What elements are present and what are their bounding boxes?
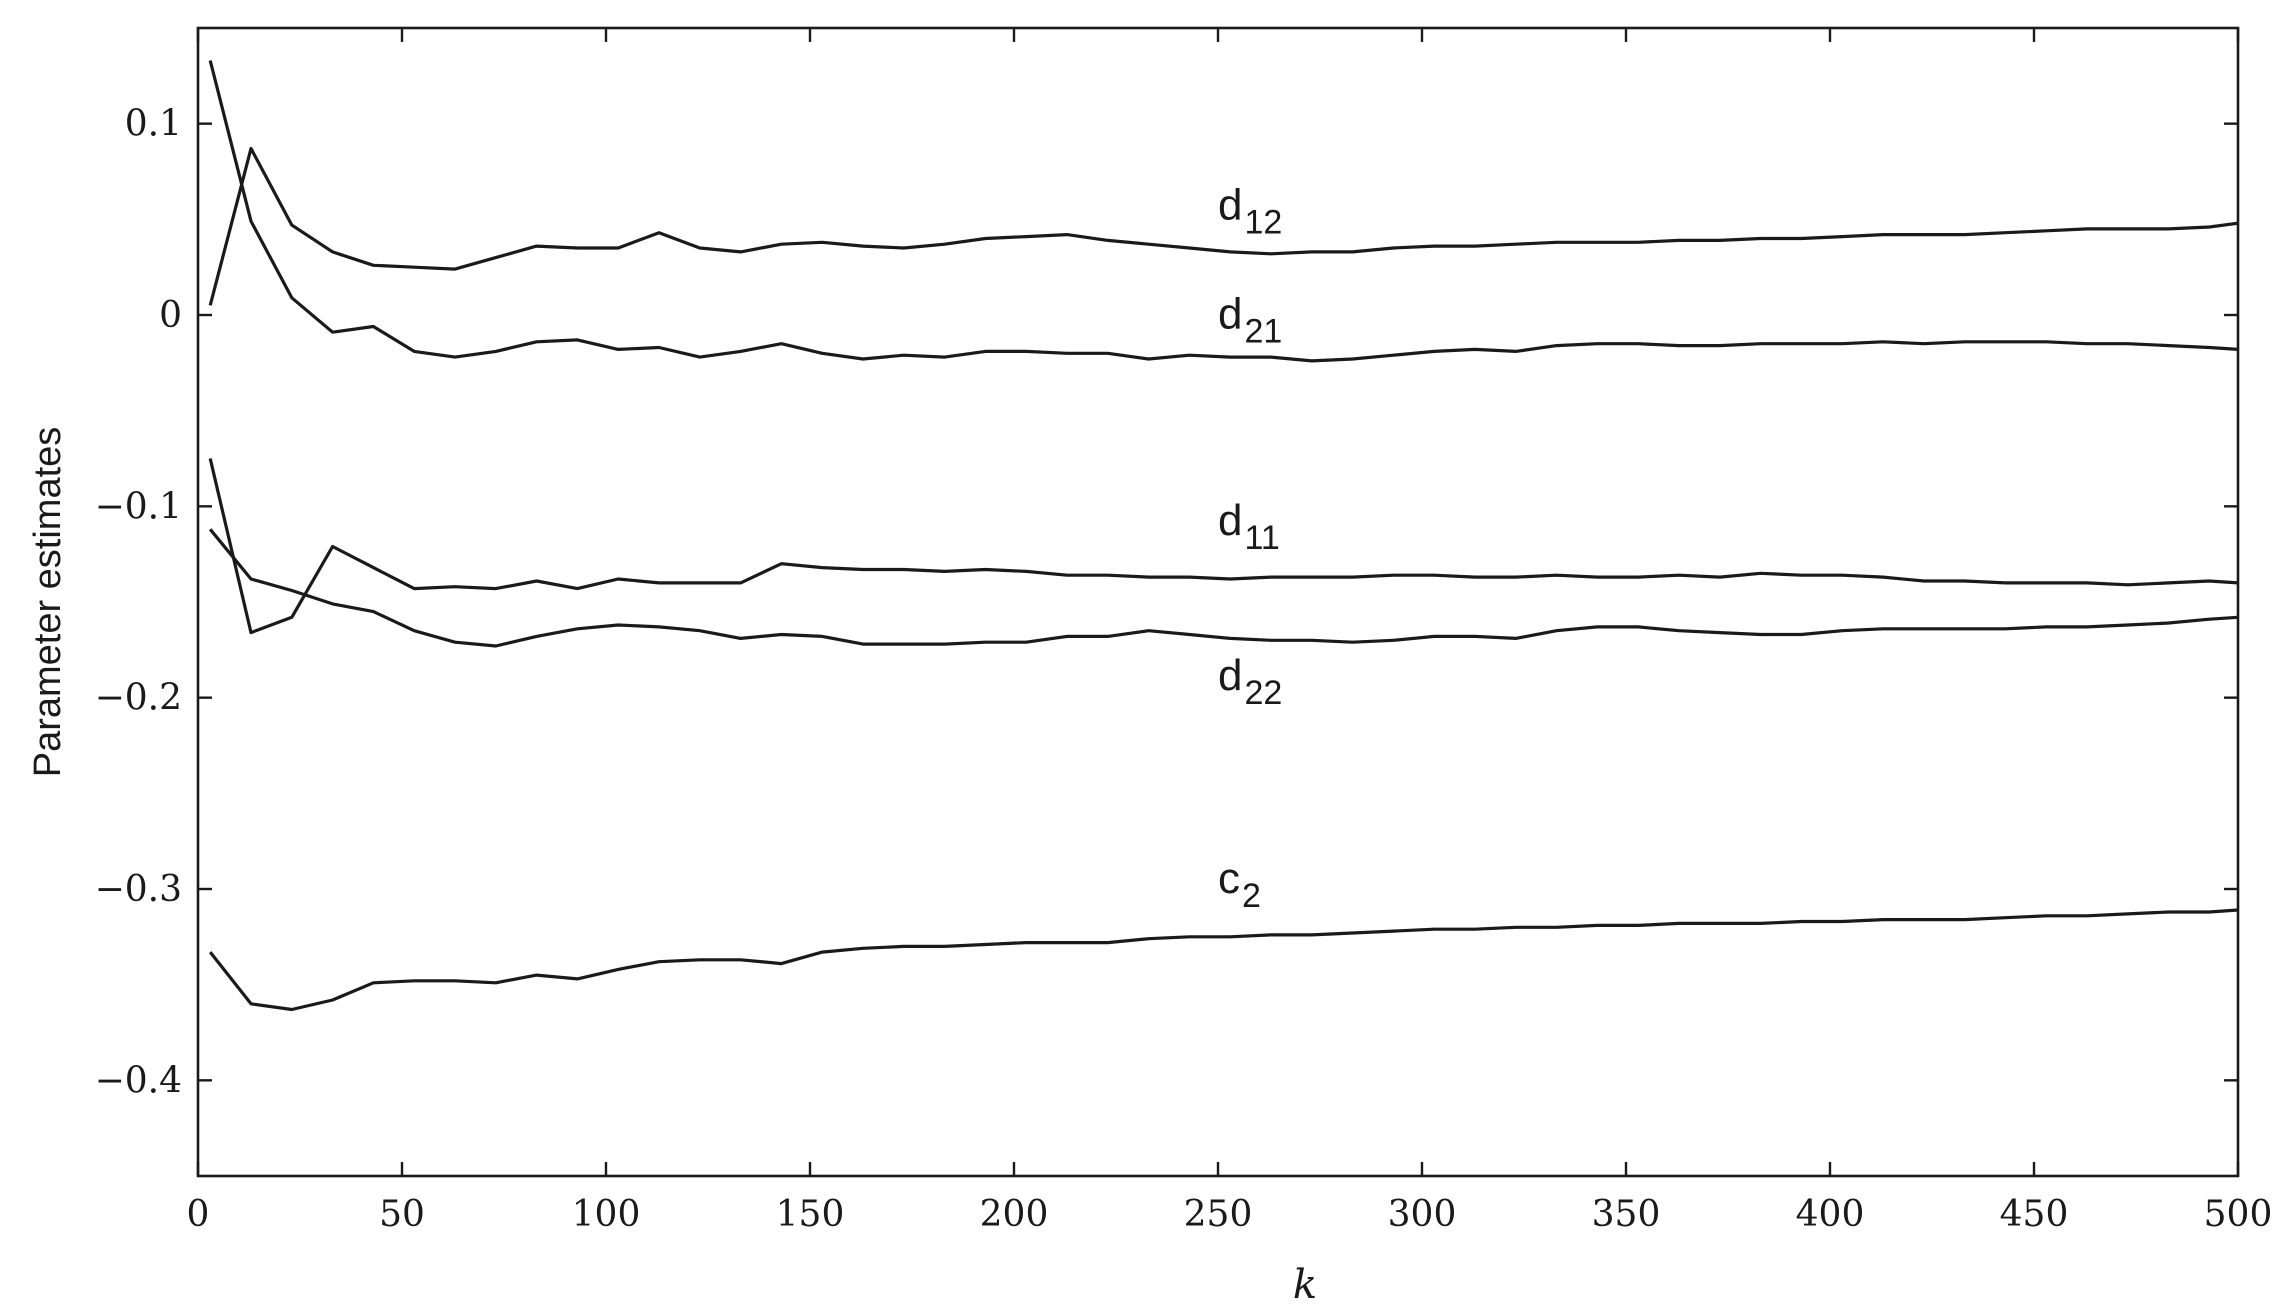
x-tick-label: 0 <box>187 1194 210 1235</box>
x-tick-label: 400 <box>1796 1194 1865 1235</box>
y-tick-label: −0.2 <box>95 678 182 719</box>
y-tick-label: −0.4 <box>95 1060 182 1101</box>
y-axis-label: Parameter estimates <box>27 427 69 778</box>
x-tick-label: 100 <box>572 1194 641 1235</box>
series-label-d12: d12 <box>1218 180 1282 241</box>
plot-area <box>208 60 2239 1012</box>
axes-frame <box>196 26 2240 1178</box>
x-tick-label: 500 <box>2204 1194 2273 1235</box>
x-axis-label: k <box>1293 1262 1317 1308</box>
y-tick-label: 0 <box>159 295 182 336</box>
y-tick-label: −0.3 <box>95 869 182 910</box>
series-label-d22: d22 <box>1218 651 1282 712</box>
series-label-d11: d11 <box>1218 496 1280 557</box>
series-line-d22 <box>208 528 2239 648</box>
x-tick-label: 350 <box>1592 1194 1661 1235</box>
series-line-d12 <box>208 146 2239 306</box>
x-tick-label: 50 <box>379 1194 425 1235</box>
y-tick-label: −0.1 <box>95 486 182 527</box>
x-tick-label: 250 <box>1184 1194 1253 1235</box>
series-line-c2 <box>208 908 2239 1012</box>
axis-tick-labels: 0 50 100 150 200 250 300 350 400 450 500 0.1 0 −0.1 −0… <box>95 104 2273 1235</box>
y-tick-label: 0.1 <box>125 104 182 145</box>
series-labels: d12 d21 d11 d22 c2 <box>1218 180 1282 914</box>
series-line-d21 <box>208 60 2239 363</box>
series-label-c2: c2 <box>1218 854 1261 915</box>
x-tick-label: 450 <box>2000 1194 2069 1235</box>
x-tick-label: 300 <box>1388 1194 1457 1235</box>
x-tick-label: 200 <box>980 1194 1049 1235</box>
x-tick-label: 150 <box>776 1194 845 1235</box>
series-label-d21: d21 <box>1218 289 1282 350</box>
series-line-d11 <box>208 458 2239 635</box>
